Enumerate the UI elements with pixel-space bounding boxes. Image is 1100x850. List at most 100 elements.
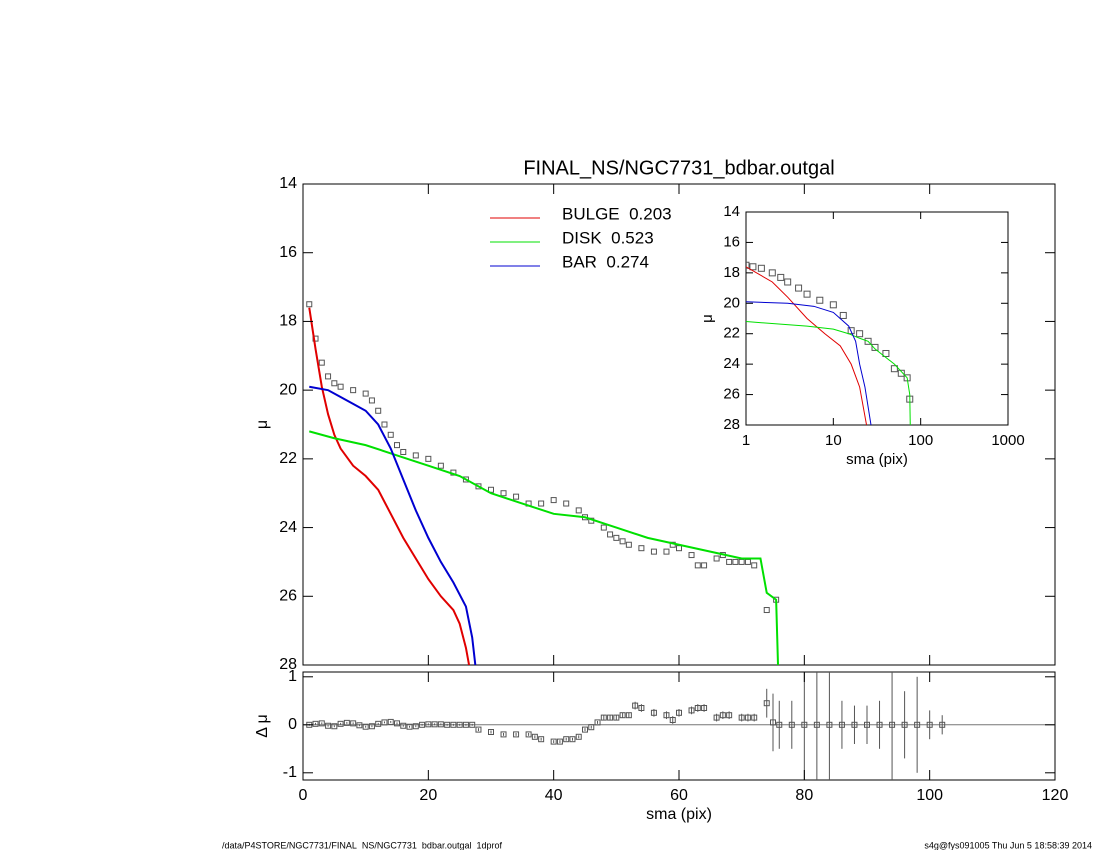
residual-point bbox=[538, 736, 545, 743]
residual-point bbox=[394, 720, 400, 727]
footer-right: s4g@fys091005 Thu Jun 5 18:58:39 2014 bbox=[924, 840, 1092, 850]
data-point bbox=[688, 552, 695, 559]
data-point bbox=[394, 442, 400, 449]
data-point bbox=[437, 462, 444, 469]
residual-point bbox=[688, 707, 695, 714]
data-point bbox=[650, 548, 657, 555]
residual-point bbox=[563, 736, 570, 743]
data-point bbox=[375, 407, 382, 414]
residual-point bbox=[431, 721, 438, 728]
data-point bbox=[538, 500, 545, 507]
data-point bbox=[368, 397, 375, 404]
data-point bbox=[744, 558, 751, 565]
residual-point bbox=[488, 729, 494, 735]
data-point bbox=[676, 545, 682, 552]
data-point bbox=[500, 490, 507, 497]
y-axis-label: Δ μ bbox=[254, 714, 271, 737]
data-point bbox=[882, 349, 890, 357]
data-point bbox=[563, 500, 570, 507]
data-point bbox=[890, 365, 898, 373]
data-point bbox=[325, 373, 332, 380]
residual-point bbox=[669, 717, 676, 723]
data-point bbox=[331, 380, 338, 387]
residual-point bbox=[638, 705, 645, 711]
data-point bbox=[362, 390, 369, 397]
y-tick-label: 18 bbox=[723, 264, 740, 281]
residual-point bbox=[650, 709, 657, 716]
residual-point bbox=[719, 712, 726, 719]
residual-point bbox=[350, 720, 357, 727]
residual-point bbox=[889, 721, 896, 728]
residual-point bbox=[331, 723, 338, 730]
residual-point bbox=[663, 712, 670, 719]
data-point bbox=[694, 562, 701, 569]
residual-point bbox=[744, 714, 751, 721]
data-point bbox=[746, 261, 750, 269]
residual-point bbox=[582, 726, 588, 733]
y-tick-label: 24 bbox=[279, 519, 297, 536]
residual-point bbox=[400, 722, 407, 729]
data-point bbox=[613, 534, 620, 541]
residual-point bbox=[701, 705, 708, 711]
residual-point bbox=[412, 723, 419, 730]
residual-point bbox=[851, 721, 858, 728]
data-point bbox=[856, 330, 864, 338]
residual-point bbox=[632, 702, 639, 709]
residual-point bbox=[588, 724, 595, 731]
plot-frame bbox=[745, 211, 1009, 426]
y-tick-label: 22 bbox=[723, 325, 740, 342]
residual-point bbox=[594, 719, 601, 726]
residual-point bbox=[676, 709, 682, 716]
x-tick-label: 100 bbox=[916, 787, 943, 804]
data-point bbox=[318, 359, 325, 366]
residual-point bbox=[387, 718, 394, 725]
residual-point bbox=[864, 721, 870, 728]
data-point bbox=[625, 541, 632, 548]
legend-label: BAR 0.274 bbox=[562, 252, 649, 271]
residual-point bbox=[813, 721, 820, 728]
data-point bbox=[381, 421, 388, 428]
data-point bbox=[350, 387, 357, 394]
x-tick-label: 120 bbox=[1042, 787, 1069, 804]
residual-point bbox=[926, 721, 933, 728]
residual-point bbox=[513, 731, 520, 738]
y-tick-label: 24 bbox=[723, 355, 740, 372]
residual-point bbox=[600, 714, 607, 721]
residual-point bbox=[337, 720, 344, 727]
data-point bbox=[795, 284, 803, 292]
data-point bbox=[638, 545, 645, 552]
data-point bbox=[864, 337, 872, 345]
y-tick-label: 28 bbox=[723, 416, 740, 433]
residual-point bbox=[801, 721, 808, 728]
x-tick-label: 1000 bbox=[991, 432, 1024, 449]
residual-point bbox=[625, 712, 632, 719]
residual-point bbox=[444, 721, 451, 728]
data-point bbox=[757, 264, 765, 272]
x-tick-label: 80 bbox=[795, 787, 813, 804]
residual-point bbox=[876, 721, 883, 728]
x-axis-label: sma (pix) bbox=[646, 806, 712, 823]
residual-point bbox=[826, 721, 833, 728]
x-tick-label: 0 bbox=[299, 787, 308, 804]
residual-point bbox=[469, 721, 476, 728]
y-axis-label: μ bbox=[699, 314, 716, 323]
legend-label: DISK 0.523 bbox=[562, 228, 654, 247]
residual-point bbox=[312, 720, 319, 727]
data-point bbox=[701, 562, 708, 569]
data-point bbox=[575, 507, 582, 514]
residual-point bbox=[838, 721, 845, 728]
residual-point bbox=[751, 714, 758, 721]
data-point bbox=[400, 448, 407, 455]
y-tick-label: 14 bbox=[723, 203, 740, 220]
model-line bbox=[746, 266, 868, 425]
y-tick-label: 14 bbox=[279, 175, 297, 192]
residual-point bbox=[788, 721, 795, 728]
data-point bbox=[713, 555, 720, 562]
data-point bbox=[600, 524, 607, 531]
residual-point bbox=[531, 733, 538, 740]
residual-point bbox=[556, 738, 563, 745]
y-tick-label: 20 bbox=[723, 294, 740, 311]
residual-point bbox=[500, 731, 507, 738]
residual-point bbox=[362, 723, 369, 730]
